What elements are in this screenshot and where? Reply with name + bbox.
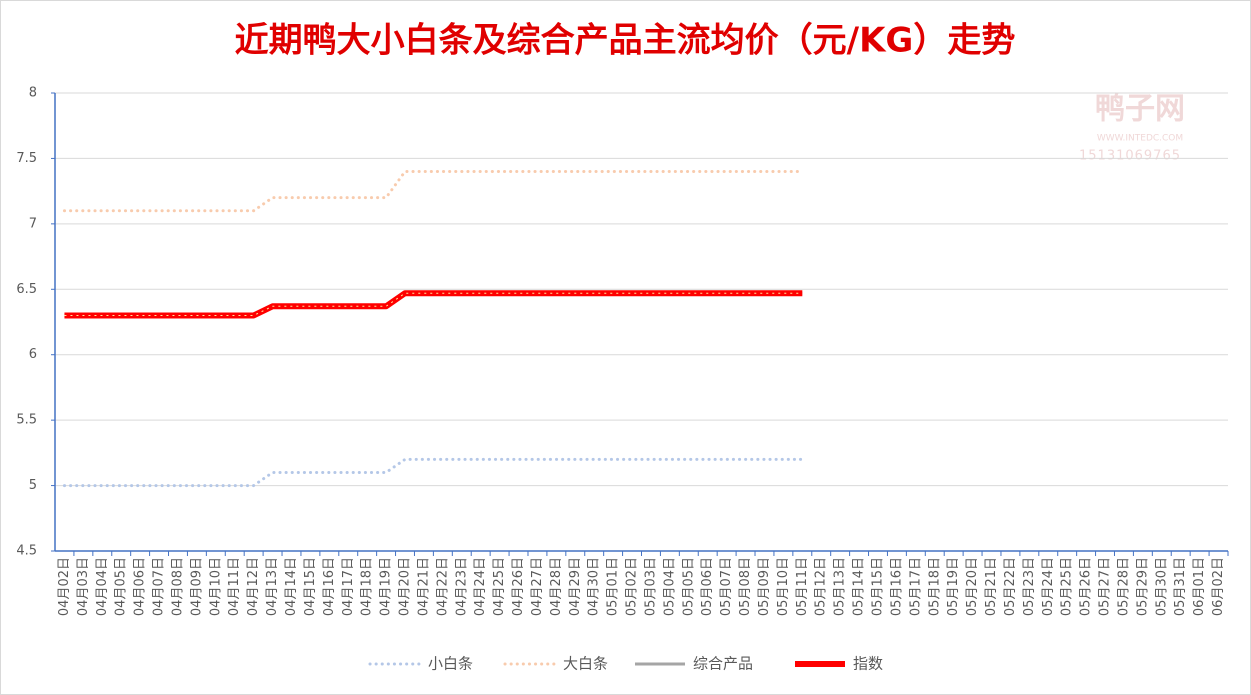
chart-title: 近期鸭大小白条及综合产品主流均价（元/KG）走势	[235, 21, 1016, 61]
x-tick-label: 04月29日	[568, 557, 583, 616]
x-tick-label: 04月16日	[322, 557, 337, 616]
x-tick-label: 05月05日	[681, 557, 696, 616]
x-tick-label: 05月30日	[1154, 557, 1169, 616]
x-tick-label: 04月22日	[435, 557, 450, 616]
x-tick-label: 04月26日	[511, 557, 526, 616]
legend-label: 大白条	[563, 655, 608, 673]
x-tick-label: 04月30日	[587, 557, 602, 616]
x-tick-label: 05月14日	[852, 557, 867, 616]
x-tick-label: 04月21日	[416, 557, 431, 616]
x-tick-label: 04月12日	[246, 557, 261, 616]
x-tick-label: 04月10日	[208, 557, 223, 616]
x-tick-label: 05月02日	[625, 557, 640, 616]
x-tick-label: 05月17日	[908, 557, 923, 616]
x-tick-label: 05月27日	[1098, 557, 1113, 616]
x-tick-label: 05月13日	[833, 557, 848, 616]
x-tick-label: 05月29日	[1135, 557, 1150, 616]
x-tick-label: 04月25日	[492, 557, 507, 616]
y-tick-label: 6	[29, 347, 37, 362]
x-tick-label: 05月08日	[738, 557, 753, 616]
y-tick-label: 5	[29, 478, 37, 493]
x-tick-label: 04月15日	[303, 557, 318, 616]
y-tick-label: 7	[29, 216, 37, 231]
series-line	[64, 290, 803, 319]
x-tick-label: 05月15日	[870, 557, 885, 616]
x-tick-label: 04月02日	[57, 557, 72, 616]
x-tick-label: 04月17日	[341, 557, 356, 616]
x-tick-label: 05月26日	[1079, 557, 1094, 616]
x-tick-label: 05月28日	[1116, 557, 1131, 616]
y-tick-label: 8	[29, 86, 37, 101]
x-tick-label: 05月06日	[700, 557, 715, 616]
x-tick-label: 05月10日	[776, 557, 791, 616]
x-tick-label: 05月23日	[1022, 557, 1037, 616]
x-tick-label: 05月24日	[1041, 557, 1056, 616]
legend-label: 综合产品	[693, 655, 753, 673]
x-tick-label: 05月25日	[1060, 557, 1075, 616]
x-tick-label: 04月04日	[95, 557, 110, 616]
x-tick-label: 05月12日	[814, 557, 829, 616]
series-line	[62, 457, 804, 488]
x-tick-label: 05月21日	[984, 557, 999, 616]
x-tick-label: 04月07日	[152, 557, 167, 616]
x-tick-label: 04月24日	[473, 557, 488, 616]
x-tick-label: 05月31日	[1173, 557, 1188, 616]
y-tick-label: 4.5	[16, 544, 37, 559]
x-tick-label: 05月09日	[757, 557, 772, 616]
x-tick-label: 04月28日	[549, 557, 564, 616]
y-tick-label: 7.5	[16, 151, 37, 166]
x-tick-label: 04月09日	[189, 557, 204, 616]
series-line	[62, 170, 804, 213]
y-tick-label: 5.5	[16, 413, 37, 428]
x-tick-label: 04月20日	[398, 557, 413, 616]
x-tick-label: 06月02日	[1211, 557, 1226, 616]
x-tick-label: 06月01日	[1192, 557, 1207, 616]
x-tick-label: 05月04日	[662, 557, 677, 616]
x-tick-label: 05月19日	[946, 557, 961, 616]
x-tick-label: 04月08日	[170, 557, 185, 616]
watermark: 鸭子网	[1095, 92, 1185, 127]
x-tick-label: 04月27日	[530, 557, 545, 616]
x-tick-label: 05月07日	[719, 557, 734, 616]
x-tick-label: 04月03日	[76, 557, 91, 616]
x-tick-label: 05月01日	[606, 557, 621, 616]
x-tick-label: 05月18日	[927, 557, 942, 616]
x-tick-label: 04月11日	[227, 557, 242, 616]
x-tick-label: 05月20日	[965, 557, 980, 616]
x-tick-label: 04月05日	[114, 557, 129, 616]
watermark: WWW.INTEDC.COM	[1097, 134, 1183, 144]
x-tick-label: 04月14日	[284, 557, 299, 616]
x-tick-label: 05月03日	[643, 557, 658, 616]
x-tick-label: 05月22日	[1003, 557, 1018, 616]
legend-label: 指数	[853, 655, 883, 673]
x-tick-label: 04月13日	[265, 557, 280, 616]
x-tick-label: 04月23日	[454, 557, 469, 616]
y-tick-label: 6.5	[16, 282, 37, 297]
x-tick-label: 04月19日	[379, 557, 394, 616]
legend-label: 小白条	[428, 655, 473, 673]
watermark: 15131069765	[1079, 149, 1181, 164]
x-tick-label: 04月18日	[360, 557, 375, 616]
x-tick-label: 05月11日	[795, 557, 810, 616]
x-tick-label: 04月06日	[133, 557, 148, 616]
x-tick-label: 05月16日	[889, 557, 904, 616]
